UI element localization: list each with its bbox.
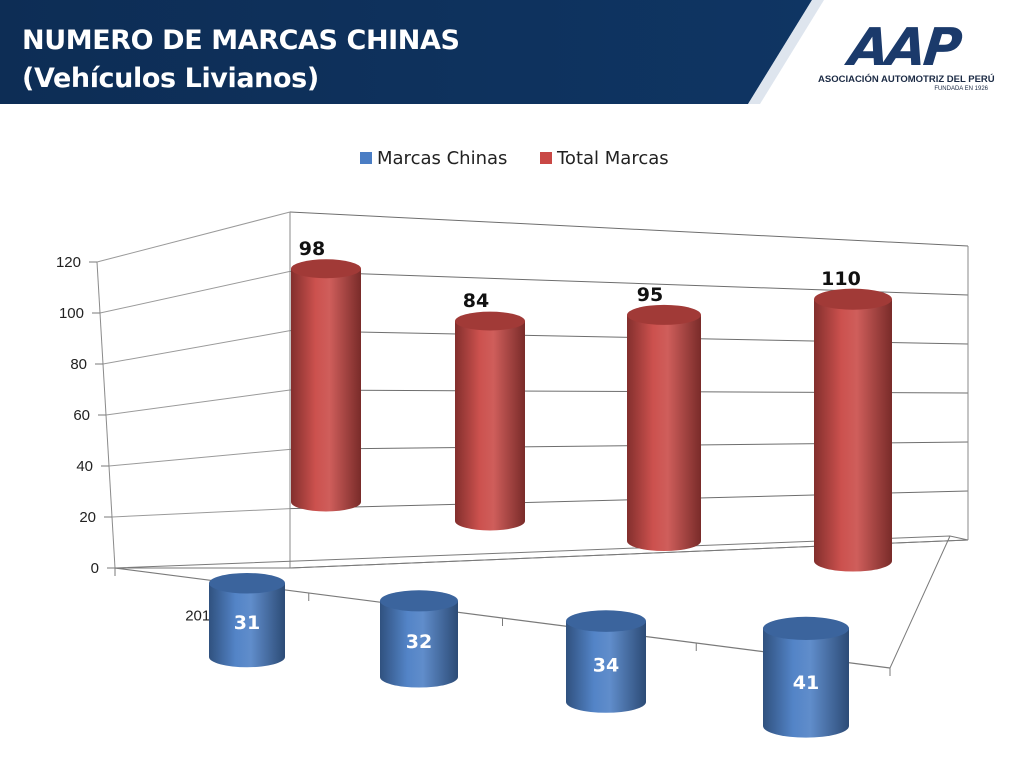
y-tick-label: 20 xyxy=(79,509,96,526)
cylinder-bar xyxy=(380,590,458,688)
data-label-total: 110 xyxy=(821,268,861,290)
legend-label: Marcas Chinas xyxy=(377,148,507,169)
data-label-chinas: 41 xyxy=(793,672,819,694)
data-label-total: 84 xyxy=(463,290,489,312)
cylinder-bar xyxy=(566,610,646,713)
cylinder-bar xyxy=(455,311,525,531)
data-label-total: 95 xyxy=(637,284,663,306)
page-title-line1: NUMERO DE MARCAS CHINAS xyxy=(22,25,460,56)
legend-swatch xyxy=(360,152,372,164)
legend-item: Total Marcas xyxy=(540,148,669,169)
data-label-chinas: 32 xyxy=(406,631,432,653)
legend-label: Total Marcas xyxy=(556,148,669,169)
data-label-chinas: 34 xyxy=(593,654,619,676)
y-tick-label: 60 xyxy=(73,407,90,424)
cylinder-bar xyxy=(209,572,285,668)
legend-item: Marcas Chinas xyxy=(360,148,507,169)
cylinder-bar xyxy=(627,304,701,551)
header-banner: NUMERO DE MARCAS CHINAS (Vehículos Livia… xyxy=(0,0,1024,104)
y-tick-label: 100 xyxy=(59,305,84,322)
aap-logo-subtitle: ASOCIACIÓN AUTOMOTRIZ DEL PERÚ xyxy=(818,74,995,85)
cylinder-bar xyxy=(291,259,361,512)
back-gridline xyxy=(289,211,969,247)
side-gridline xyxy=(102,330,291,365)
side-gridline xyxy=(99,270,291,314)
aap-logo: AAP ASOCIACIÓN AUTOMOTRIZ DEL PERÚ FUNDA… xyxy=(818,18,995,94)
y-tick-label: 0 xyxy=(91,560,99,577)
data-labels: 98 84 95 110 31 32 34 41 xyxy=(234,238,861,694)
y-tick-label: 40 xyxy=(76,458,93,475)
side-gridline xyxy=(111,508,291,518)
aap-logo-mark: AAP xyxy=(846,18,962,78)
series-0-cylinders xyxy=(209,572,849,738)
chart-legend: Marcas Chinas Total Marcas xyxy=(360,148,669,169)
y-tick-label: 80 xyxy=(70,356,87,373)
floor-right-edge xyxy=(889,535,951,669)
cylinder-bar xyxy=(814,288,892,572)
cylinder-bar-chart: 0204060801001202010201120122013988495110… xyxy=(56,148,969,738)
aap-logo-founded: FUNDADA EN 1926 xyxy=(934,86,988,92)
page-title-line2: (Vehículos Livianos) xyxy=(22,63,319,94)
cylinder-bar xyxy=(763,616,849,738)
legend-swatch xyxy=(540,152,552,164)
series-1-cylinders xyxy=(291,259,892,572)
side-gridline xyxy=(108,448,291,467)
side-gridline xyxy=(105,389,291,416)
page-title: NUMERO DE MARCAS CHINAS (Vehículos Livia… xyxy=(22,22,460,98)
header-background xyxy=(0,0,824,104)
data-label-total: 98 xyxy=(299,238,325,260)
chart-area: 0204060801001202010201120122013988495110… xyxy=(0,104,1024,768)
y-tick-label: 120 xyxy=(56,254,81,271)
data-label-chinas: 31 xyxy=(234,612,260,634)
side-gridline xyxy=(96,211,291,263)
y-axis-ticks: 0 20 40 60 80 100 120 xyxy=(56,254,115,577)
